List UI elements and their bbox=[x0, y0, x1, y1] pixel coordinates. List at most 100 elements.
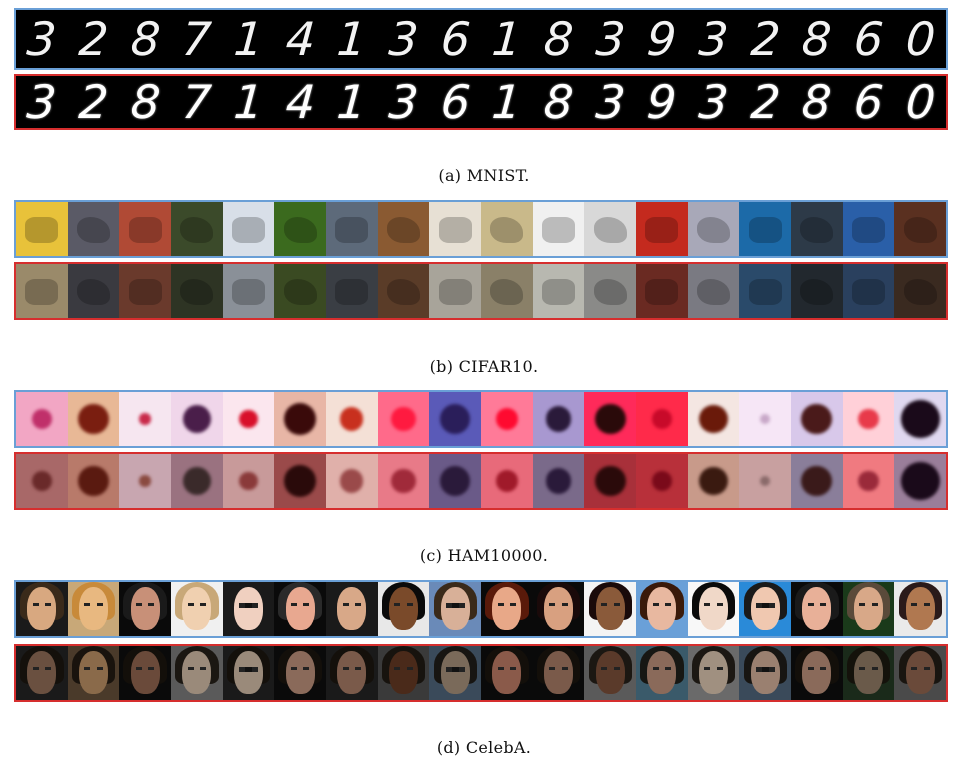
ham-reconstruction-tile bbox=[119, 454, 172, 508]
ham-original-tile bbox=[119, 392, 172, 446]
mnist-digit: 3 bbox=[593, 76, 627, 128]
mnist-digit: 7 bbox=[180, 76, 214, 128]
eyes-shape bbox=[910, 666, 930, 670]
eyes-shape bbox=[187, 666, 207, 670]
ham-reconstruction-tile bbox=[636, 454, 688, 508]
cifar-reconstruction-tile bbox=[532, 264, 585, 318]
celeba-original-tile bbox=[739, 582, 792, 636]
eyes-shape bbox=[600, 602, 620, 606]
mnist-digit-tile: 2 bbox=[739, 10, 792, 68]
lesion-blob bbox=[496, 470, 518, 492]
face-shape bbox=[79, 651, 108, 694]
lesion-blob bbox=[391, 406, 416, 432]
mnist-digit-tile: 2 bbox=[67, 76, 120, 128]
cifar-object-shape bbox=[283, 217, 317, 244]
ham-original-tile bbox=[429, 392, 482, 446]
lesion-blob bbox=[391, 468, 416, 494]
celeba-reconstruction-tile bbox=[739, 646, 792, 700]
celeba-reconstruction-tile bbox=[67, 646, 120, 700]
mnist-digit-tile: 2 bbox=[739, 76, 792, 128]
cifar-object-shape bbox=[25, 279, 59, 306]
face-shape bbox=[802, 587, 832, 630]
cifar-object-shape bbox=[180, 217, 214, 244]
mnist-digit-tile: 3 bbox=[377, 10, 430, 68]
cifar-reconstruction-tile bbox=[67, 264, 120, 318]
mnist-digit: 8 bbox=[542, 12, 576, 66]
celeba-reconstruction-tile bbox=[171, 646, 223, 700]
lesion-blob bbox=[900, 399, 940, 439]
lesion-blob bbox=[239, 472, 258, 490]
face-shape bbox=[595, 651, 625, 694]
mnist-digit: 6 bbox=[852, 76, 886, 128]
cifar-object-shape bbox=[903, 217, 937, 244]
celeba-original-tile bbox=[377, 582, 430, 636]
mnist-digit: 3 bbox=[593, 12, 627, 66]
eyes-shape bbox=[445, 666, 465, 672]
lesion-blob bbox=[78, 465, 109, 497]
ham-original-tile bbox=[687, 392, 740, 446]
celeba-reconstruction-tile bbox=[274, 646, 327, 700]
ham-original-tile bbox=[894, 392, 947, 446]
eyes-shape bbox=[290, 602, 310, 606]
eyes-shape bbox=[652, 602, 672, 606]
mnist-digit: 0 bbox=[903, 76, 937, 128]
celeba-original-tile bbox=[791, 582, 843, 636]
ham-reconstruction-tile bbox=[842, 454, 895, 508]
ham-reconstruction-tile bbox=[687, 454, 740, 508]
ham-original-tile bbox=[67, 392, 120, 446]
face-shape bbox=[440, 587, 470, 630]
face-shape bbox=[234, 651, 263, 694]
cifar-original-tile bbox=[274, 202, 327, 256]
ham-reconstruction-tile bbox=[584, 454, 637, 508]
ham-original-tile bbox=[274, 392, 327, 446]
cifar-object-shape bbox=[800, 279, 834, 306]
lesion-blob bbox=[440, 404, 471, 434]
mnist-digit-tile: 8 bbox=[791, 10, 843, 68]
celeba-original-tile bbox=[687, 582, 740, 636]
face-shape bbox=[750, 587, 780, 630]
cifar-reconstruction-tile bbox=[739, 264, 792, 318]
face-shape bbox=[750, 651, 780, 694]
mnist-digit: 4 bbox=[283, 76, 317, 128]
lesion-blob bbox=[858, 408, 879, 430]
lesion-blob bbox=[801, 403, 833, 435]
mnist-digit-tile: 3 bbox=[584, 10, 637, 68]
face-shape bbox=[699, 651, 729, 694]
cifar-reconstruction-tile bbox=[636, 264, 688, 318]
mnist-digit-tile: 8 bbox=[532, 10, 585, 68]
mnist-digit-tile: 0 bbox=[894, 10, 947, 68]
mnist-digit: 8 bbox=[128, 12, 162, 66]
celeba-reconstruction-tile bbox=[326, 646, 378, 700]
face-shape bbox=[27, 587, 57, 630]
mnist-digit: 1 bbox=[335, 76, 369, 128]
cifar-object-shape bbox=[542, 279, 576, 306]
cifar-reconstruction-tile bbox=[894, 264, 947, 318]
ham-original-tile bbox=[739, 392, 792, 446]
ham-reconstruction-tile bbox=[16, 454, 68, 508]
ham-original-strip bbox=[14, 390, 948, 448]
mnist-digit: 3 bbox=[25, 76, 59, 128]
mnist-digit-tile: 8 bbox=[791, 76, 843, 128]
cifar-reconstruction-tile bbox=[222, 264, 275, 318]
lesion-blob bbox=[340, 407, 364, 431]
cifar-object-shape bbox=[335, 279, 369, 306]
lesion-blob bbox=[340, 469, 364, 493]
cifar-object-shape bbox=[748, 217, 782, 244]
mnist-digit-tile: 1 bbox=[222, 10, 275, 68]
cifar-reconstruction-tile bbox=[171, 264, 223, 318]
mnist-digit-tile: 6 bbox=[429, 76, 482, 128]
mnist-digit-tile: 9 bbox=[636, 10, 688, 68]
eyes-shape bbox=[32, 666, 52, 670]
eyes-shape bbox=[859, 602, 878, 606]
cifar-object-shape bbox=[438, 279, 472, 306]
eyes-shape bbox=[704, 602, 723, 606]
lesion-blob bbox=[594, 403, 626, 435]
mnist-digit-tile: 6 bbox=[842, 76, 895, 128]
cifar-object-shape bbox=[490, 217, 524, 244]
mnist-digit: 7 bbox=[180, 12, 214, 66]
cifar-original-tile bbox=[894, 202, 947, 256]
ham-original-tile bbox=[481, 392, 533, 446]
celeba-original-tile bbox=[171, 582, 223, 636]
mnist-digit: 2 bbox=[748, 76, 782, 128]
cifar-original-tile bbox=[791, 202, 843, 256]
